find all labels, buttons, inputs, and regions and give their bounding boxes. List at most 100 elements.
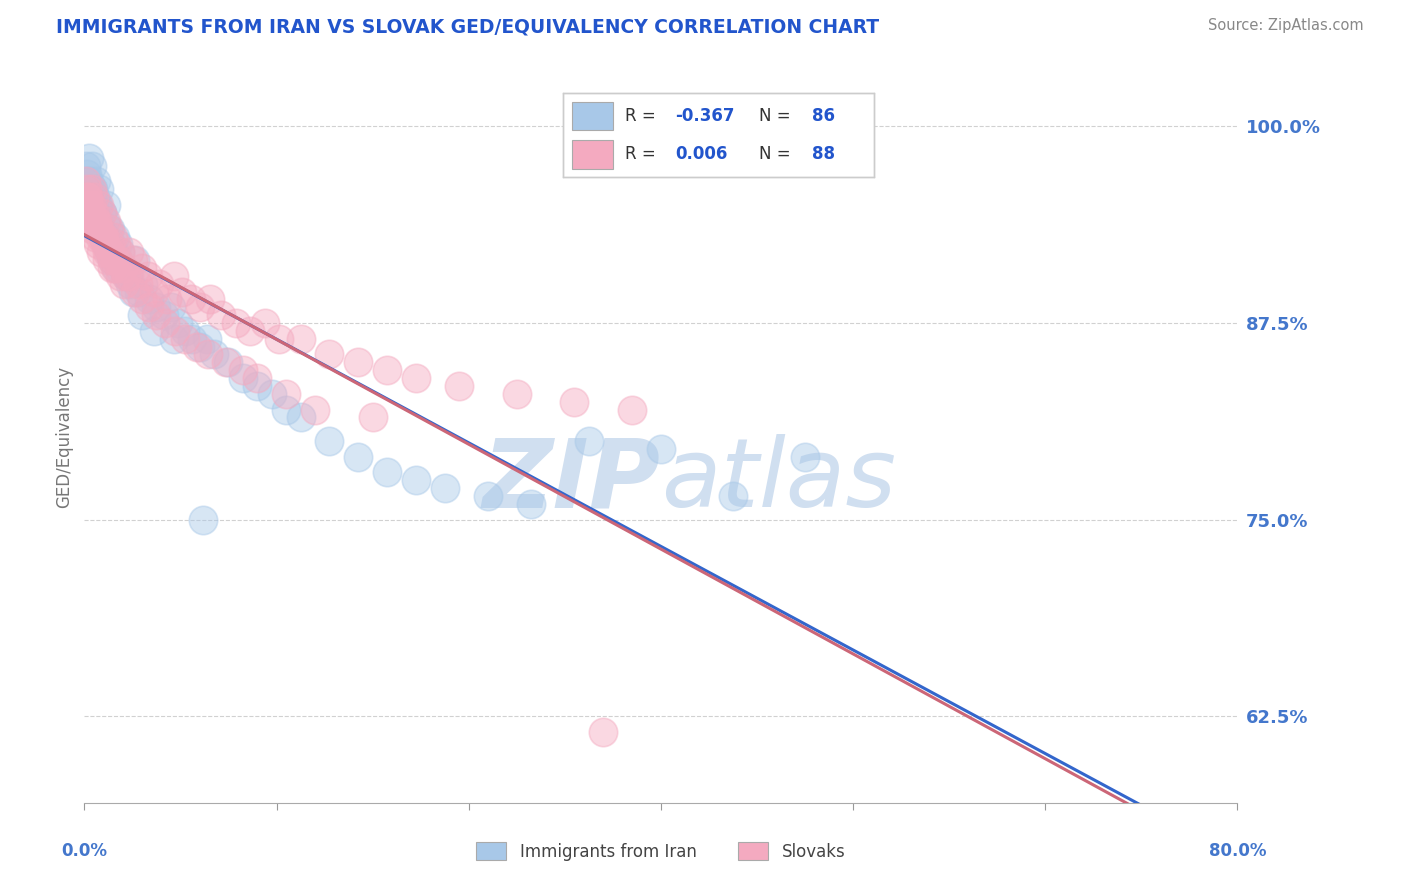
Point bbox=[145, 301, 167, 315]
Point bbox=[290, 410, 312, 425]
Point bbox=[232, 363, 254, 377]
Point bbox=[155, 293, 177, 307]
Point bbox=[142, 285, 165, 299]
Text: 0.0%: 0.0% bbox=[62, 842, 107, 860]
Point bbox=[260, 387, 283, 401]
Point bbox=[89, 229, 111, 244]
Point bbox=[127, 277, 149, 291]
Point bbox=[82, 182, 104, 196]
Point bbox=[405, 473, 427, 487]
Point bbox=[89, 221, 111, 235]
Point bbox=[87, 237, 110, 252]
Point bbox=[650, 442, 672, 456]
Point bbox=[520, 497, 543, 511]
Point bbox=[75, 159, 97, 173]
Point bbox=[76, 182, 98, 196]
Point bbox=[100, 253, 122, 268]
Text: Source: ZipAtlas.com: Source: ZipAtlas.com bbox=[1208, 18, 1364, 33]
Point bbox=[290, 332, 312, 346]
Point bbox=[108, 260, 131, 275]
Point bbox=[93, 237, 115, 252]
Point bbox=[115, 268, 138, 283]
Point bbox=[124, 285, 146, 299]
Point bbox=[128, 285, 150, 299]
Point bbox=[90, 245, 112, 260]
Point bbox=[83, 206, 105, 220]
Point bbox=[142, 324, 165, 338]
Point bbox=[87, 198, 110, 212]
Point bbox=[267, 332, 290, 346]
Point bbox=[564, 394, 586, 409]
Point bbox=[93, 214, 115, 228]
Point bbox=[98, 245, 121, 260]
Point bbox=[153, 316, 176, 330]
Legend: Immigrants from Iran, Slovaks: Immigrants from Iran, Slovaks bbox=[470, 836, 852, 868]
Point bbox=[97, 221, 120, 235]
Point bbox=[100, 253, 122, 268]
Point bbox=[96, 229, 118, 244]
Point bbox=[80, 159, 103, 173]
Text: ZIP: ZIP bbox=[482, 434, 661, 527]
Point bbox=[375, 466, 398, 480]
Point bbox=[124, 253, 146, 268]
Point bbox=[794, 450, 817, 464]
Point bbox=[103, 245, 125, 260]
Point bbox=[174, 332, 197, 346]
Point bbox=[172, 285, 194, 299]
Point bbox=[232, 371, 254, 385]
Point bbox=[195, 332, 218, 346]
Point bbox=[105, 260, 128, 275]
Point bbox=[721, 489, 744, 503]
Point bbox=[191, 513, 214, 527]
Point bbox=[304, 402, 326, 417]
Point bbox=[318, 434, 340, 448]
Point bbox=[89, 221, 111, 235]
Point bbox=[112, 277, 135, 291]
Point bbox=[167, 316, 190, 330]
Point bbox=[131, 293, 153, 307]
Point bbox=[160, 301, 183, 315]
Point bbox=[83, 198, 105, 212]
Y-axis label: GED/Equivalency: GED/Equivalency bbox=[55, 366, 73, 508]
Point bbox=[93, 229, 115, 244]
Point bbox=[82, 221, 104, 235]
Point bbox=[276, 402, 298, 417]
Point bbox=[87, 198, 110, 212]
Point bbox=[136, 268, 159, 283]
Point bbox=[218, 355, 240, 369]
Point bbox=[117, 268, 139, 283]
Point bbox=[84, 174, 107, 188]
Point bbox=[131, 308, 153, 322]
Point bbox=[115, 268, 138, 283]
Point bbox=[181, 332, 204, 346]
Point bbox=[132, 277, 155, 291]
Point bbox=[112, 260, 135, 275]
Point bbox=[318, 347, 340, 361]
Point bbox=[91, 206, 114, 220]
Point bbox=[118, 245, 141, 260]
Point bbox=[86, 214, 108, 228]
Point bbox=[375, 363, 398, 377]
Point bbox=[87, 182, 110, 196]
Point bbox=[96, 245, 118, 260]
Point bbox=[101, 260, 124, 275]
Point bbox=[90, 206, 112, 220]
Point bbox=[592, 725, 614, 739]
Point bbox=[202, 347, 225, 361]
Point bbox=[246, 379, 269, 393]
Point bbox=[118, 268, 141, 283]
Point bbox=[79, 182, 101, 196]
Point bbox=[104, 229, 127, 244]
Point bbox=[77, 198, 100, 212]
Point bbox=[91, 229, 114, 244]
Point bbox=[225, 316, 247, 330]
Point bbox=[347, 450, 370, 464]
Point bbox=[621, 402, 644, 417]
Point bbox=[96, 253, 118, 268]
Point bbox=[276, 387, 298, 401]
Point bbox=[79, 206, 101, 220]
Point bbox=[107, 237, 129, 252]
Point bbox=[122, 285, 145, 299]
Point bbox=[122, 253, 145, 268]
Point bbox=[104, 260, 127, 275]
